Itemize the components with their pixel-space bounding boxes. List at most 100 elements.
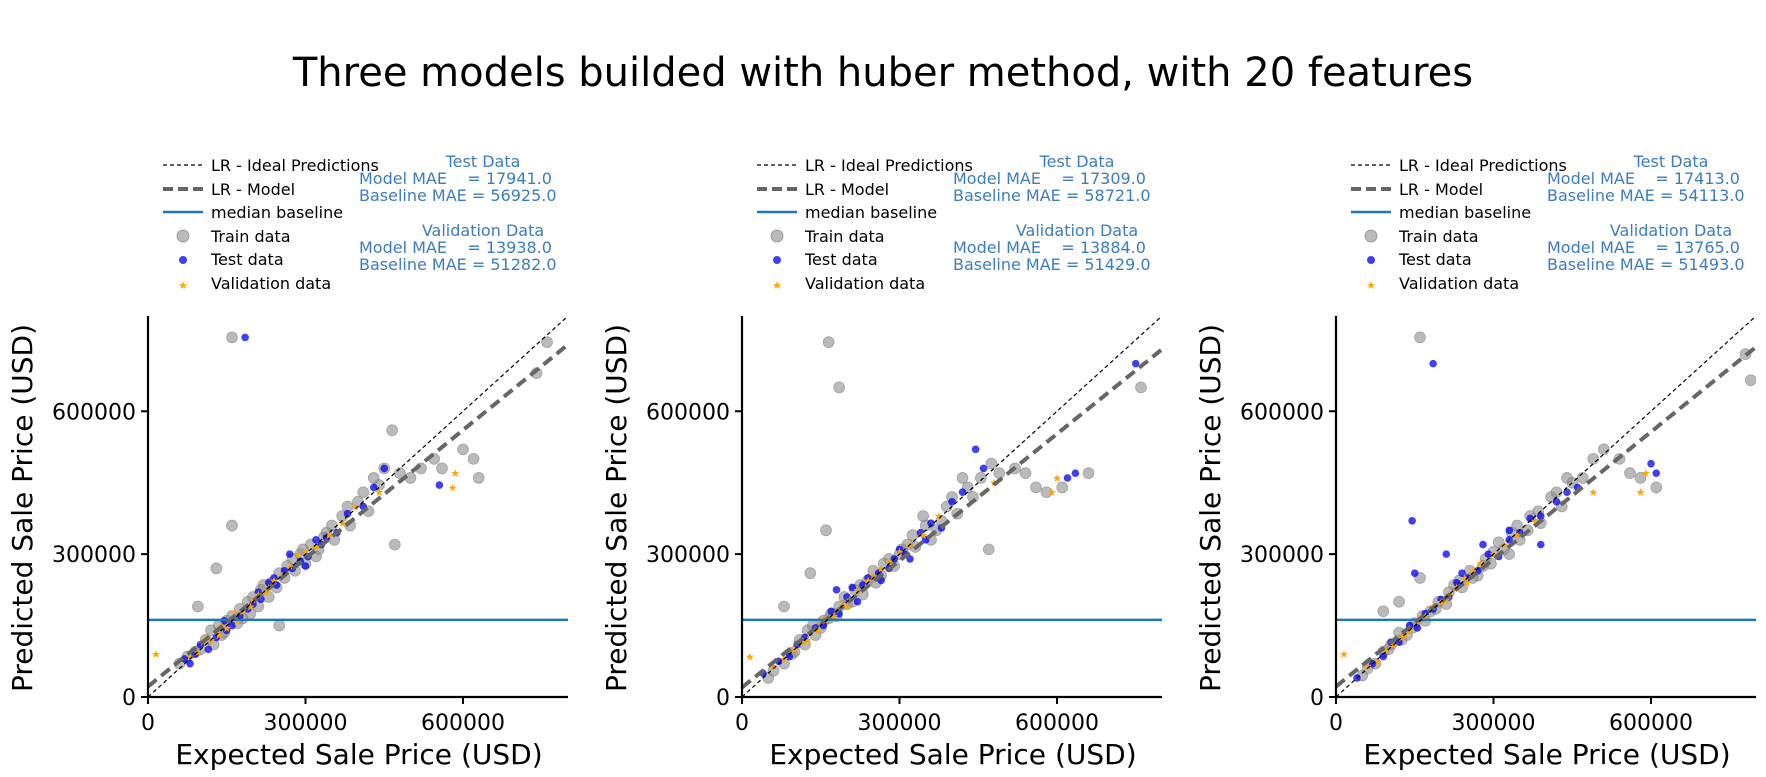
subplot-2: LR - Ideal Predictions LR - Model median… bbox=[600, 152, 1162, 771]
test-data-header: Test Data bbox=[1039, 152, 1115, 171]
legend-train-marker bbox=[770, 229, 784, 243]
validation-data-header: Validation Data bbox=[1016, 221, 1138, 240]
validation-point: ★ bbox=[918, 529, 928, 542]
train-point bbox=[436, 462, 448, 475]
train-point bbox=[1624, 467, 1636, 480]
validation-baseline-mae: Baseline MAE = 51282.0 bbox=[359, 255, 557, 274]
validation-point: ★ bbox=[324, 529, 334, 542]
validation-data-header: Validation Data bbox=[422, 221, 544, 240]
test-point bbox=[301, 562, 310, 570]
train-point bbox=[956, 472, 969, 484]
test-point bbox=[1442, 550, 1451, 558]
test-point bbox=[916, 528, 925, 537]
train-point bbox=[1377, 605, 1390, 618]
train-point bbox=[985, 457, 998, 470]
train-point bbox=[357, 486, 370, 499]
legend-model-label: LR - Model bbox=[805, 180, 889, 199]
test-point bbox=[1458, 569, 1466, 577]
validation-point: ★ bbox=[1512, 529, 1522, 542]
test-point bbox=[1395, 638, 1403, 647]
validation-point: ★ bbox=[1468, 565, 1478, 578]
validation-point: ★ bbox=[261, 586, 271, 599]
legend-validation-marker: ★ bbox=[1366, 279, 1376, 292]
test-point bbox=[1408, 516, 1416, 525]
y-tick-label: 600000 bbox=[52, 400, 136, 425]
plot-marks: ★★★★★★★★★★★★★★★★★★★★★★★★★★★ bbox=[1336, 316, 1756, 697]
train-point bbox=[804, 567, 817, 580]
test-model-mae: Model MAE = 17413.0 bbox=[1547, 169, 1740, 188]
x-tick-label: 0 bbox=[1329, 711, 1343, 736]
validation-point: ★ bbox=[1381, 643, 1391, 656]
x-tick-label: 600000 bbox=[1015, 711, 1099, 736]
validation-point: ★ bbox=[1460, 572, 1470, 585]
train-point bbox=[191, 600, 204, 613]
legend: LR - Ideal Predictions LR - Model median… bbox=[1351, 156, 1567, 293]
train-point bbox=[226, 331, 238, 344]
plot-area: ★★★★★★★★★★★★★★★★★★★★★★★★★★★ 0 300000 600000… bbox=[646, 316, 1162, 736]
test-point bbox=[864, 574, 872, 582]
legend-test-marker bbox=[773, 256, 781, 264]
validation-point: ★ bbox=[813, 624, 823, 637]
test-model-mae: Model MAE = 17309.0 bbox=[953, 169, 1146, 188]
test-point bbox=[236, 612, 244, 620]
validation-point: ★ bbox=[1475, 558, 1485, 571]
model-line bbox=[148, 343, 568, 689]
validation-point: ★ bbox=[1636, 486, 1646, 499]
validation-point: ★ bbox=[450, 467, 460, 480]
train-point bbox=[1587, 452, 1600, 465]
train-point bbox=[1492, 536, 1505, 549]
x-axis-label: Expected Sale Price (USD) bbox=[175, 738, 542, 771]
plot-area: ★★★★★★★★★★★★★★★★★★★★★★★★★★★★★ 0 300000 6000… bbox=[52, 316, 568, 736]
validation-baseline-mae: Baseline MAE = 51429.0 bbox=[953, 255, 1151, 274]
train-point bbox=[982, 543, 995, 556]
test-point bbox=[222, 626, 231, 635]
legend-ideal-label: LR - Ideal Predictions bbox=[1399, 156, 1567, 175]
train-point bbox=[974, 472, 987, 484]
train-point bbox=[767, 664, 780, 677]
train-point bbox=[457, 443, 469, 456]
validation-point: ★ bbox=[337, 517, 347, 530]
validation-point: ★ bbox=[1588, 486, 1598, 499]
mae-annotations: Test Data Model MAE = 17941.0 Baseline M… bbox=[359, 152, 557, 274]
validation-point: ★ bbox=[816, 615, 826, 628]
validation-point: ★ bbox=[863, 574, 873, 587]
legend-model-label: LR - Model bbox=[1399, 180, 1483, 199]
subplot-1: LR - Ideal Predictions LR - Model median… bbox=[6, 152, 568, 771]
train-point bbox=[1040, 486, 1053, 499]
validation-point: ★ bbox=[884, 555, 894, 568]
x-tick-label: 600000 bbox=[1609, 711, 1693, 736]
train-point bbox=[1135, 381, 1147, 394]
validation-point: ★ bbox=[293, 548, 303, 561]
validation-point: ★ bbox=[374, 486, 384, 499]
validation-point: ★ bbox=[232, 615, 242, 628]
train-point bbox=[388, 538, 401, 551]
train-point bbox=[820, 524, 832, 537]
test-point bbox=[228, 621, 236, 630]
legend-test-label: Test data bbox=[1398, 250, 1472, 269]
test-point bbox=[1536, 540, 1545, 549]
legend-model-label: LR - Model bbox=[211, 180, 295, 199]
validation-point: ★ bbox=[1052, 472, 1062, 485]
test-model-mae: Model MAE = 17941.0 bbox=[359, 169, 552, 188]
x-tick-label: 300000 bbox=[858, 711, 942, 736]
y-tick-label: 300000 bbox=[1240, 543, 1324, 568]
test-data-header: Test Data bbox=[1633, 152, 1709, 171]
validation-point: ★ bbox=[214, 629, 224, 642]
test-point bbox=[1429, 359, 1437, 368]
validation-point: ★ bbox=[1641, 467, 1651, 480]
validation-point: ★ bbox=[285, 560, 295, 573]
validation-point: ★ bbox=[245, 601, 255, 614]
test-point bbox=[1526, 514, 1535, 523]
legend-test-label: Test data bbox=[210, 250, 284, 269]
plot-marks: ★★★★★★★★★★★★★★★★★★★★★★★★★★★ bbox=[742, 316, 1162, 697]
test-baseline-mae: Baseline MAE = 58721.0 bbox=[953, 186, 1151, 205]
validation-model-mae: Model MAE = 13938.0 bbox=[359, 238, 552, 257]
test-point bbox=[212, 633, 221, 642]
x-axis-label: Expected Sale Price (USD) bbox=[1363, 738, 1730, 771]
legend-train-label: Train data bbox=[1398, 227, 1479, 246]
validation-point: ★ bbox=[151, 648, 161, 661]
test-data-header: Test Data bbox=[445, 152, 521, 171]
train-point bbox=[1393, 595, 1405, 608]
validation-point: ★ bbox=[185, 651, 195, 664]
